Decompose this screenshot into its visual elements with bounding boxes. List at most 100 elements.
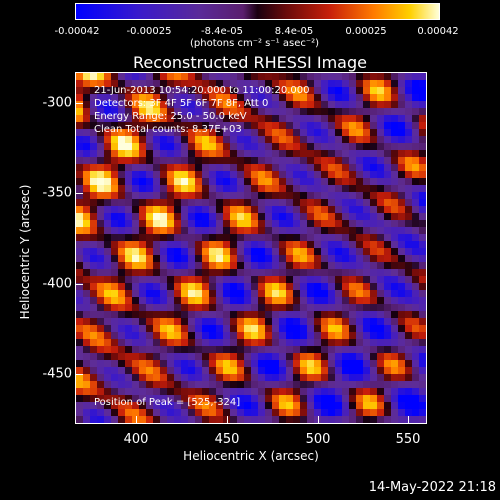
- heatmap-cell: [195, 395, 203, 403]
- heatmap-cell: [230, 255, 238, 263]
- heatmap-cell: [293, 73, 301, 81]
- heatmap-cell: [132, 395, 140, 403]
- heatmap-cell: [412, 108, 420, 116]
- heatmap-cell: [90, 409, 98, 417]
- heatmap-cell: [258, 346, 266, 354]
- heatmap-cell: [111, 87, 119, 95]
- heatmap-cell: [419, 374, 426, 382]
- heatmap-cell: [321, 234, 329, 242]
- heatmap-cell: [335, 136, 343, 144]
- heatmap-cell: [216, 94, 224, 102]
- heatmap-cell: [279, 402, 287, 410]
- heatmap-cell: [104, 150, 112, 158]
- heatmap-cell: [244, 136, 252, 144]
- heatmap-cell: [118, 185, 126, 193]
- heatmap-cell: [391, 73, 399, 81]
- heatmap-cell: [202, 388, 210, 396]
- heatmap-cell: [328, 220, 336, 228]
- heatmap-cell: [76, 262, 84, 270]
- heatmap-cell: [328, 276, 336, 284]
- heatmap-cell: [76, 122, 84, 130]
- heatmap-cell: [153, 416, 161, 423]
- heatmap-cell: [265, 402, 273, 410]
- heatmap-cell: [90, 143, 98, 151]
- heatmap-cell: [293, 381, 301, 389]
- heatmap-cell: [230, 150, 238, 158]
- heatmap-cell: [90, 374, 98, 382]
- heatmap-cell: [356, 346, 364, 354]
- heatmap-cell: [272, 416, 280, 423]
- heatmap-cell: [314, 367, 322, 375]
- heatmap-cell: [265, 136, 273, 144]
- heatmap-cell: [300, 346, 308, 354]
- heatmap-cell: [391, 388, 399, 396]
- heatmap-cell: [272, 136, 280, 144]
- heatmap-cell: [223, 80, 231, 88]
- heatmap-cell: [230, 325, 238, 333]
- heatmap-cell: [272, 199, 280, 207]
- heatmap-cell: [181, 115, 189, 123]
- heatmap-cell: [153, 101, 161, 109]
- heatmap-cell: [174, 360, 182, 368]
- heatmap-cell: [202, 94, 210, 102]
- heatmap-cell: [384, 388, 392, 396]
- heatmap-cell: [188, 339, 196, 347]
- heatmap-cell: [132, 311, 140, 319]
- heatmap-cell: [118, 108, 126, 116]
- heatmap-cell: [314, 353, 322, 361]
- heatmap-cell: [272, 115, 280, 123]
- heatmap-cell: [104, 227, 112, 235]
- heatmap-cell: [188, 388, 196, 396]
- heatmap-cell: [167, 87, 175, 95]
- heatmap-cell: [237, 178, 245, 186]
- heatmap-cell: [293, 367, 301, 375]
- heatmap-cell: [230, 360, 238, 368]
- heatmap-cell: [174, 381, 182, 389]
- heatmap-cell: [321, 122, 329, 130]
- heatmap-cell: [307, 325, 315, 333]
- heatmap-cell: [412, 206, 420, 214]
- heatmap-cell: [83, 388, 91, 396]
- heatmap-cell: [83, 192, 91, 200]
- heatmap-cell: [412, 241, 420, 249]
- heatmap-cell: [293, 269, 301, 277]
- heatmap-cell: [153, 73, 161, 81]
- heatmap-cell: [188, 101, 196, 109]
- heatmap-cell: [286, 101, 294, 109]
- heatmap-cell: [244, 283, 252, 291]
- heatmap-cell: [97, 122, 105, 130]
- heatmap-cell: [286, 409, 294, 417]
- heatmap-cell: [405, 101, 413, 109]
- heatmap-cell: [216, 248, 224, 256]
- heatmap-cell: [314, 129, 322, 137]
- heatmap-cell: [223, 360, 231, 368]
- heatmap-cell: [230, 395, 238, 403]
- heatmap-cell: [307, 129, 315, 137]
- heatmap-cell: [244, 227, 252, 235]
- heatmap-cell: [321, 101, 329, 109]
- heatmap-cell: [209, 185, 217, 193]
- heatmap-cell: [265, 185, 273, 193]
- heatmap-cell: [265, 262, 273, 270]
- heatmap-cell: [286, 269, 294, 277]
- heatmap-cell: [195, 220, 203, 228]
- heatmap-cell: [83, 101, 91, 109]
- heatmap-cell: [223, 241, 231, 249]
- heatmap-cell: [398, 388, 406, 396]
- x-tick: [408, 416, 409, 424]
- colorbar-tick-label: 0.00042: [417, 26, 459, 37]
- heatmap-cell: [125, 311, 133, 319]
- heatmap-cell: [83, 311, 91, 319]
- heatmap-cell: [342, 87, 350, 95]
- heatmap-cell: [146, 318, 154, 326]
- heatmap-cell: [384, 318, 392, 326]
- heatmap-cell: [237, 402, 245, 410]
- heatmap-cell: [167, 150, 175, 158]
- heatmap-cell: [97, 241, 105, 249]
- heatmap-cell: [265, 311, 273, 319]
- heatmap-cell: [370, 234, 378, 242]
- heatmap-cell: [272, 94, 280, 102]
- heatmap-cell: [188, 220, 196, 228]
- heatmap-cell: [97, 395, 105, 403]
- heatmap-cell: [90, 262, 98, 270]
